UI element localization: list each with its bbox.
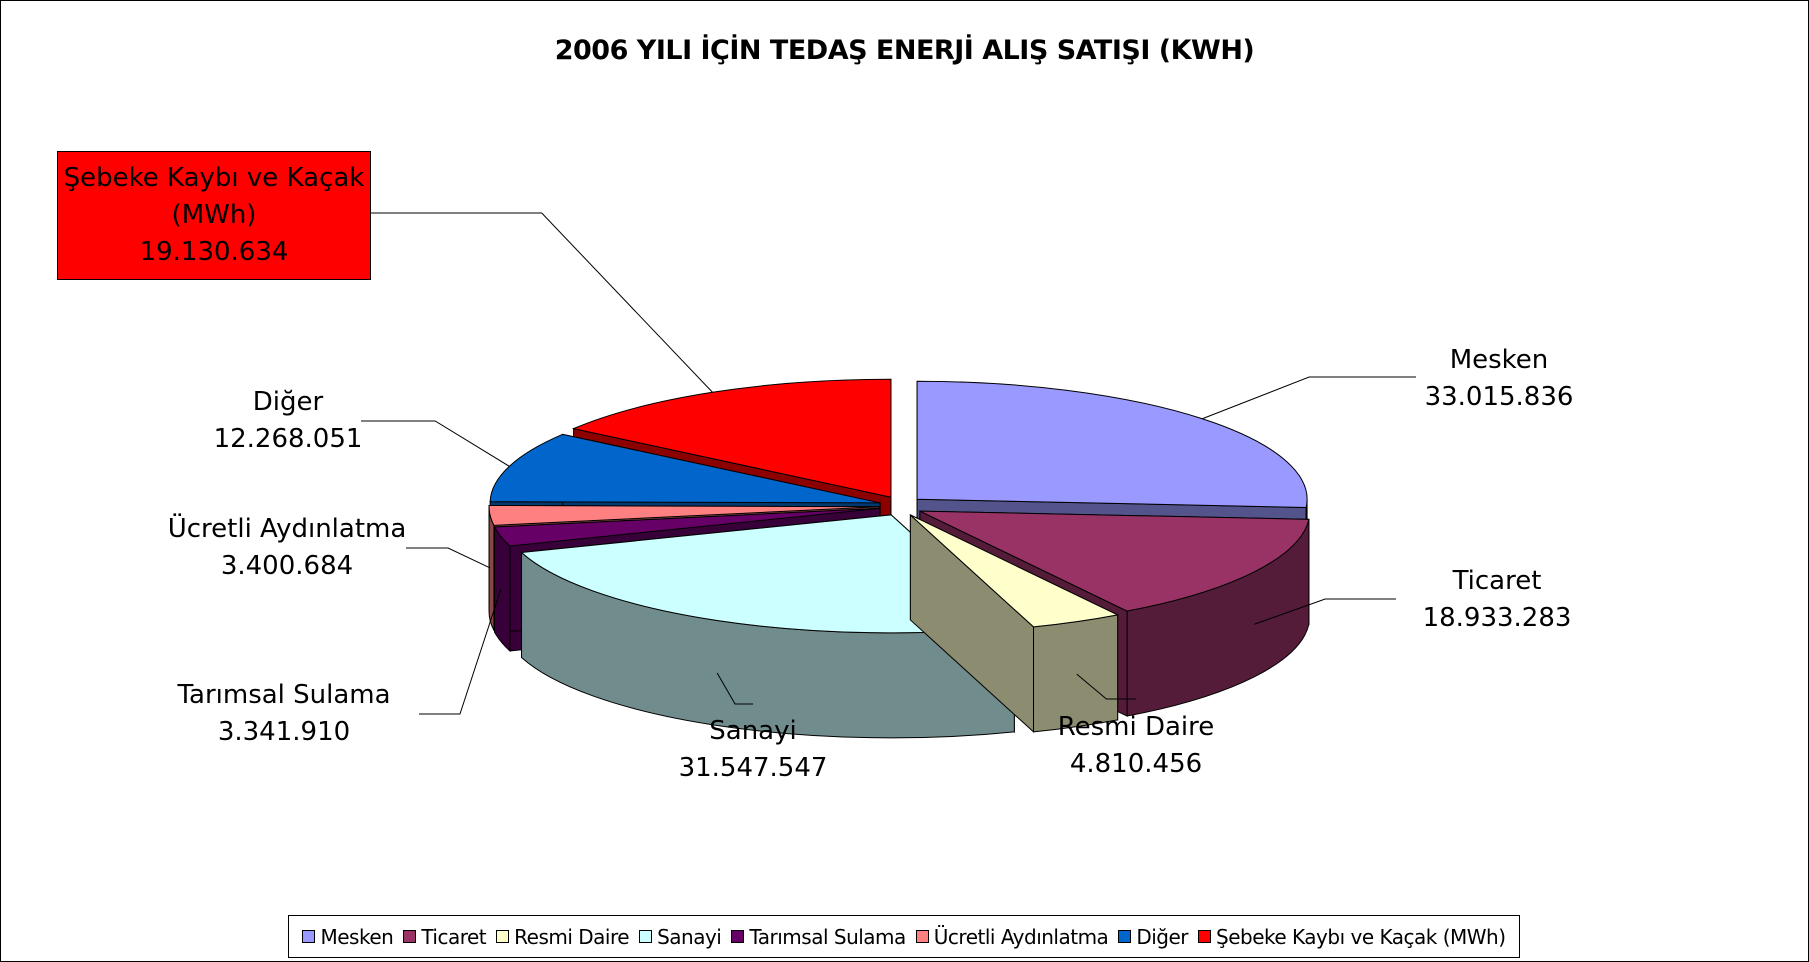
- label-name: Ticaret: [1452, 566, 1542, 596]
- leader-line: [371, 212, 713, 393]
- slice: [916, 380, 1308, 508]
- label-name: Resmi Daire: [1057, 712, 1215, 742]
- data-label: Ticaret 18.933.283: [1423, 563, 1572, 637]
- leader-line: [1076, 673, 1136, 700]
- legend-item: Tarımsal Sulama: [731, 924, 906, 949]
- label-value: 3.341.910: [217, 717, 351, 747]
- label-value: 3.400.684: [220, 551, 354, 581]
- data-label: Tarımsal Sulama 3.341.910: [177, 677, 390, 751]
- slice: [489, 433, 881, 504]
- legend-item: Sanayi: [639, 924, 722, 949]
- leader-line: [419, 588, 502, 715]
- leader-line: [406, 547, 491, 569]
- label-name: Diğer: [252, 387, 324, 417]
- label-value: 31.547.547: [678, 753, 828, 783]
- slice: [488, 504, 880, 526]
- legend-swatch: [1198, 930, 1211, 943]
- label-value: 4.810.456: [1069, 749, 1203, 779]
- legend-swatch: [403, 930, 417, 943]
- label-value: 12.268.051: [213, 424, 363, 454]
- leader-line: [1202, 376, 1416, 420]
- legend-label: Mesken: [320, 924, 394, 949]
- legend-swatch: [302, 930, 316, 943]
- data-label: Ücretli Aydınlatma 3.400.684: [168, 511, 407, 585]
- legend-swatch: [1118, 930, 1132, 943]
- slice: [919, 510, 1310, 612]
- slice: [571, 378, 892, 498]
- data-label: Diğer 12.268.051: [214, 384, 363, 458]
- legend-label: Şebeke Kaybı ve Kaçak (MWh): [1216, 924, 1506, 949]
- legend-item: Ücretli Aydınlatma: [915, 924, 1109, 949]
- label-value: 19.130.634: [139, 237, 289, 267]
- label-name: Sanayi: [709, 716, 797, 746]
- legend-swatch: [496, 930, 510, 943]
- leader-line: [1254, 598, 1396, 625]
- legend-item: Diğer: [1118, 925, 1188, 949]
- label-value: 33.015.836: [1424, 382, 1574, 412]
- legend-label: Ücretli Aydınlatma: [933, 924, 1109, 949]
- legend-label: Sanayi: [657, 924, 722, 949]
- slice: [493, 507, 880, 547]
- legend-item: Resmi Daire: [496, 924, 630, 949]
- legend-item: Ticaret: [403, 924, 487, 949]
- data-label: Sanayi 31.547.547: [679, 713, 828, 787]
- data-label: Resmi Daire 4.810.456: [1058, 709, 1215, 783]
- label-name: Ücretli Aydınlatma: [167, 514, 407, 544]
- legend-label: Diğer: [1136, 924, 1188, 949]
- leader-line: [716, 672, 753, 705]
- data-label: Mesken 33.015.836: [1425, 342, 1574, 416]
- legend-swatch: [915, 930, 929, 943]
- label-name: Tarımsal Sulama: [177, 680, 391, 710]
- chart-title: 2006 YILI İÇİN TEDAŞ ENERJİ ALIŞ SATIŞI …: [554, 35, 1255, 66]
- label-value: 18.933.283: [1422, 603, 1572, 633]
- legend-label: Ticaret: [421, 924, 487, 949]
- label-name: Şebeke Kaybı ve Kaçak (MWh): [63, 163, 365, 230]
- slice: [910, 514, 1120, 628]
- leader-line: [361, 420, 510, 467]
- legend-label: Tarımsal Sulama: [749, 924, 906, 949]
- legend-label: Resmi Daire: [514, 924, 630, 949]
- legend-item: Mesken: [302, 924, 394, 949]
- label-name: Mesken: [1449, 345, 1549, 375]
- slice-wall: [494, 526, 511, 653]
- data-label: Şebeke Kaybı ve Kaçak (MWh) 19.130.634: [57, 151, 371, 280]
- legend: Mesken Ticaret Resmi Daire Sanayi Tarımsal S…: [288, 915, 1520, 958]
- legend-swatch: [731, 930, 745, 943]
- legend-item: Şebeke Kaybı ve Kaçak (MWh): [1198, 925, 1506, 949]
- legend-swatch: [639, 930, 653, 943]
